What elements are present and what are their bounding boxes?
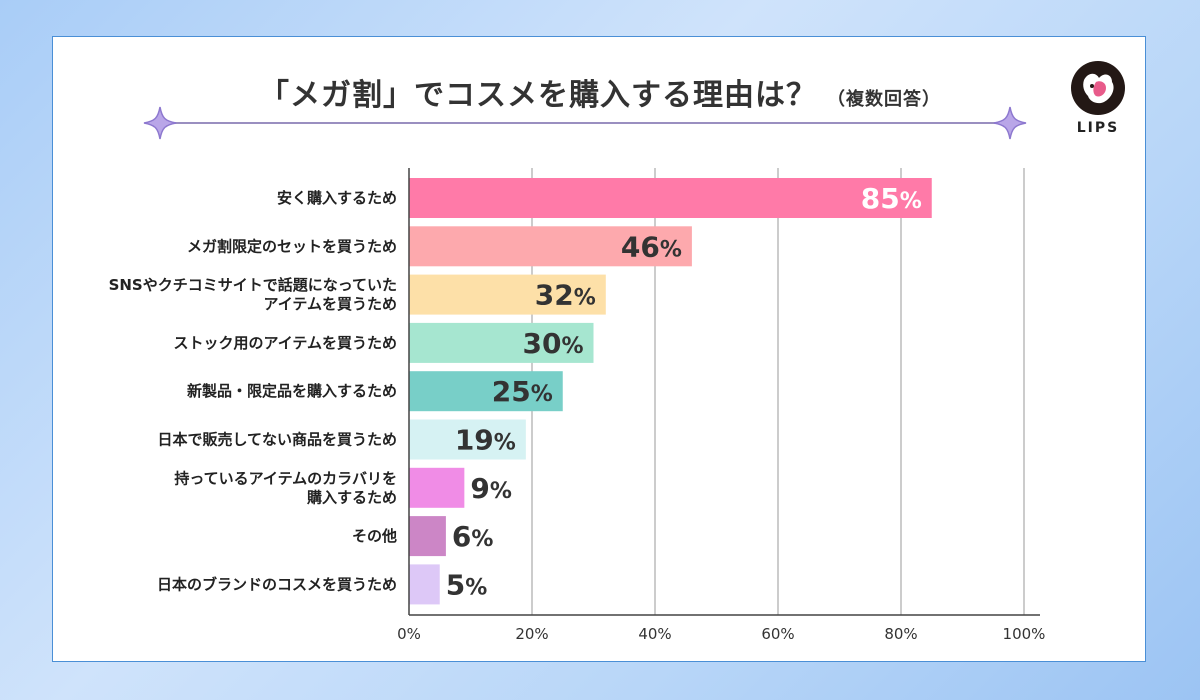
chart-title: 「メガ割」でコスメを購入する理由は？ （複数回答） [0, 70, 1200, 114]
bar [409, 419, 526, 460]
bar [409, 322, 594, 363]
chart-card [52, 36, 1146, 662]
category-label: 新製品・限定品を購入するため [187, 382, 397, 400]
title-underline [165, 122, 1010, 124]
x-tick-label: 60% [761, 625, 794, 643]
data-label: 6% [452, 520, 494, 553]
data-label: 9% [470, 472, 512, 505]
category-label: 購入するため [306, 488, 397, 506]
data-label: 85% [861, 182, 922, 215]
data-label: 46% [621, 230, 682, 263]
x-tick-label: 40% [638, 625, 671, 643]
category-label: その他 [352, 527, 397, 545]
category-label: 日本のブランドのコスメを買うため [157, 575, 397, 593]
bar [409, 564, 440, 605]
x-tick-label: 0% [397, 625, 421, 643]
x-tick-label: 100% [1003, 625, 1046, 643]
bar [409, 467, 465, 508]
sparkle-right-icon [993, 106, 1027, 140]
bar [409, 274, 606, 315]
category-label: 持っているアイテムのカラバリを [174, 469, 397, 487]
sparkle-left-icon [143, 106, 177, 140]
bar [409, 371, 563, 412]
bar [409, 516, 446, 557]
data-label: 5% [446, 568, 488, 601]
bar [409, 178, 932, 218]
lips-logo: LIPS [1066, 58, 1130, 140]
data-label: 30% [522, 327, 583, 360]
logo-text: LIPS [1076, 120, 1120, 136]
category-label: 日本で販売してない商品を買うため [157, 431, 397, 449]
chart-title-text: 「メガ割」でコスメを購入する理由は？ [259, 78, 817, 113]
category-label: メガ割限定のセットを買うため [187, 237, 397, 255]
category-label: ストック用のアイテムを買うため [173, 334, 397, 352]
category-label: SNSやクチコミサイトで話題になっていた [109, 276, 397, 294]
deer-head-icon [1071, 61, 1125, 115]
category-label: アイテムを買うため [263, 295, 397, 313]
data-label: 32% [535, 279, 596, 312]
data-label: 19% [455, 424, 516, 457]
x-tick-label: 80% [884, 625, 917, 643]
data-label: 25% [492, 375, 553, 408]
x-tick-label: 20% [515, 625, 548, 643]
category-label: 安く購入するため [277, 189, 397, 207]
bar [409, 226, 692, 267]
chart-subtitle: （複数回答） [827, 89, 941, 110]
